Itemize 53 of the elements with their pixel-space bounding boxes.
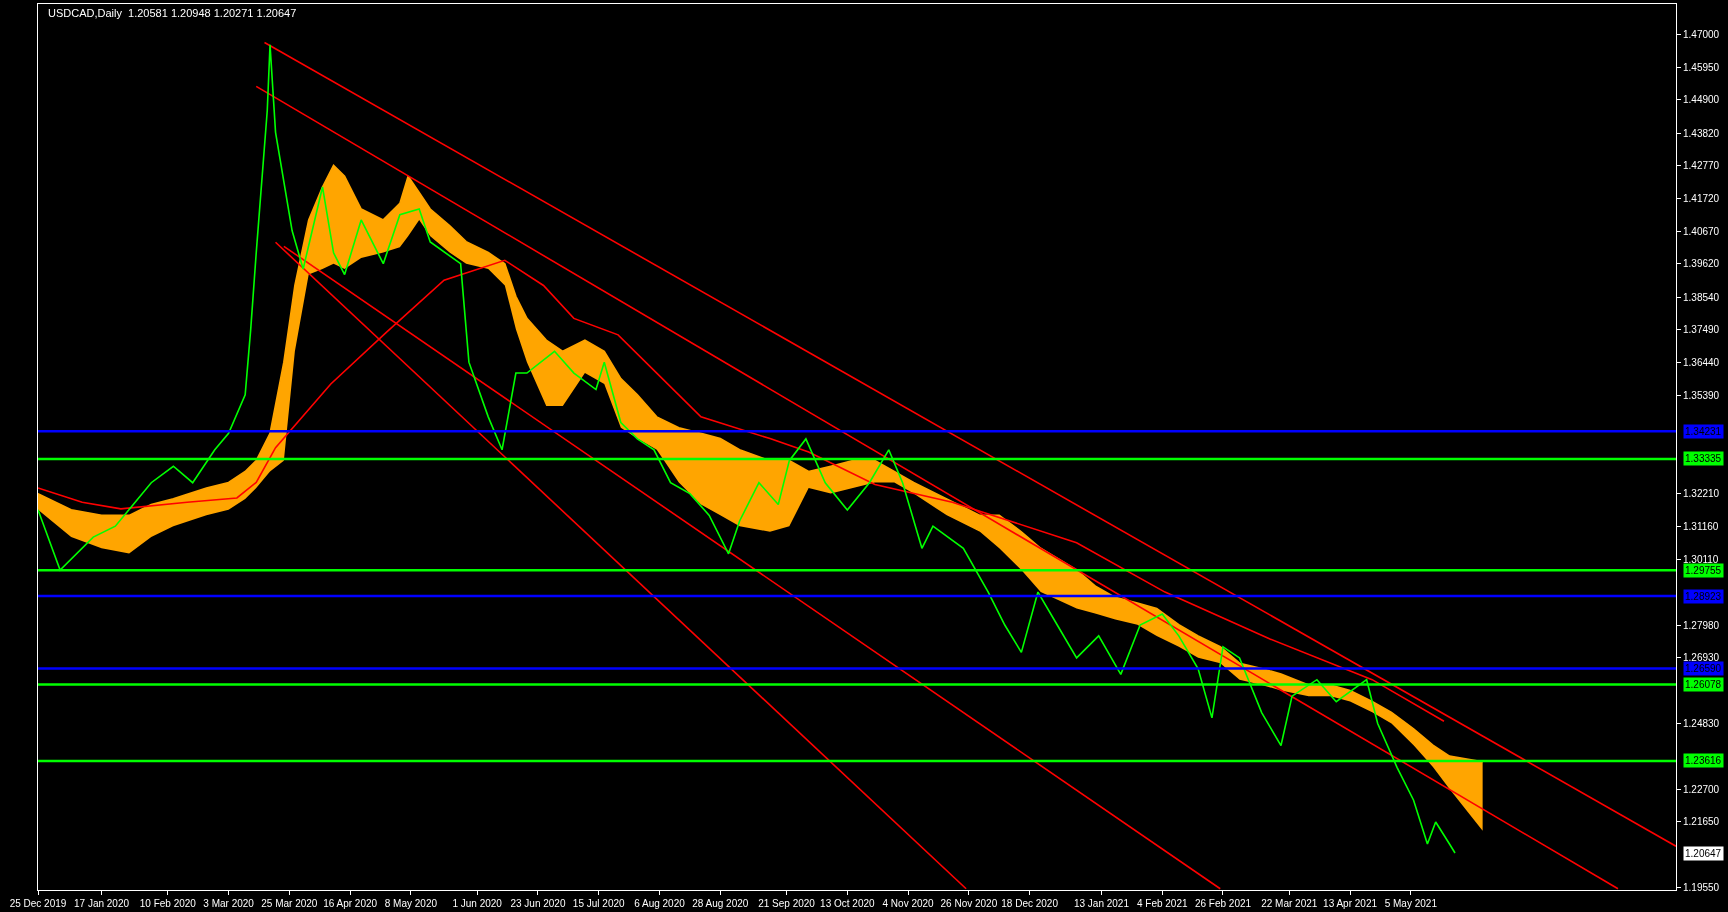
y-tick-label: 1.19550 — [1683, 881, 1720, 893]
y-tick-label: 1.21650 — [1683, 816, 1720, 828]
chart-title: USDCAD,Daily 1.20581 1.20948 1.20271 1.20647 — [48, 7, 297, 19]
x-tick-label: 21 Sep 2020 — [758, 898, 816, 909]
y-tick-label: 1.22700 — [1683, 783, 1720, 795]
x-tick-label: 26 Nov 2020 — [940, 898, 998, 909]
ref-line-label: 1.26590 — [1685, 663, 1722, 674]
x-tick-label: 17 Jan 2020 — [74, 898, 130, 909]
x-tick-label: 8 May 2020 — [384, 898, 438, 909]
text: 1.20647 — [1685, 848, 1722, 859]
y-tick-label: 1.41720 — [1683, 192, 1720, 204]
x-tick-label: 16 Apr 2020 — [323, 898, 378, 909]
x-tick-label: 5 May 2021 — [1384, 898, 1438, 909]
ref-line-label: 1.33335 — [1685, 453, 1722, 464]
x-tick-label: 26 Feb 2021 — [1194, 898, 1252, 909]
y-tick-label: 1.26930 — [1683, 652, 1720, 664]
x-tick-label: 3 Mar 2020 — [203, 898, 255, 909]
y-tick-label: 1.38540 — [1683, 291, 1720, 303]
y-tick-label: 1.47000 — [1683, 28, 1720, 40]
x-tick-label: 25 Dec 2019 — [9, 898, 67, 909]
x-tick-label: 15 Jul 2020 — [572, 898, 626, 909]
y-tick-label: 1.31160 — [1683, 521, 1719, 533]
y-tick-label: 1.39620 — [1683, 258, 1720, 270]
x-tick-label: 4 Nov 2020 — [882, 898, 935, 909]
ref-line-label: 1.29755 — [1685, 565, 1722, 576]
ref-line-label: 1.34231 — [1685, 426, 1722, 437]
y-tick-label: 1.35390 — [1683, 389, 1720, 401]
y-tick-label: 1.36440 — [1683, 357, 1720, 368]
x-tick-label: 6 Aug 2020 — [634, 898, 686, 909]
x-tick-label: 1 Jun 2020 — [452, 898, 503, 909]
y-tick-label: 1.40670 — [1683, 225, 1720, 237]
x-tick-label: 18 Dec 2020 — [1001, 898, 1059, 909]
x-tick-label: 22 Mar 2021 — [1261, 898, 1318, 909]
x-tick-label: 25 Mar 2020 — [261, 898, 318, 909]
y-tick-label: 1.24830 — [1683, 717, 1720, 729]
y-tick-label: 1.27980 — [1683, 619, 1720, 631]
y-tick-label: 1.37490 — [1683, 324, 1720, 336]
y-tick-label: 1.43820 — [1683, 127, 1720, 139]
x-tick-label: 10 Feb 2020 — [139, 898, 197, 909]
x-tick-label: 23 Jun 2020 — [510, 898, 566, 909]
x-tick-label: 13 Oct 2020 — [820, 898, 876, 909]
y-tick-label: 1.42770 — [1683, 160, 1720, 172]
x-tick-label: 13 Jan 2021 — [1073, 898, 1130, 909]
y-tick-label: 1.32210 — [1683, 488, 1720, 500]
x-tick-label: 4 Feb 2021 — [1136, 898, 1188, 909]
y-tick-label: 1.30110 — [1683, 553, 1719, 565]
x-tick-label: 13 Apr 2021 — [1323, 898, 1378, 909]
ref-line-label: 1.23616 — [1685, 755, 1722, 766]
x-tick-label: 28 Aug 2020 — [692, 898, 749, 909]
y-tick-label: 1.45950 — [1683, 61, 1720, 73]
ref-line-label: 1.26078 — [1685, 679, 1722, 690]
ref-line-label: 1.28923 — [1685, 591, 1722, 602]
y-tick-label: 1.44900 — [1683, 94, 1720, 106]
